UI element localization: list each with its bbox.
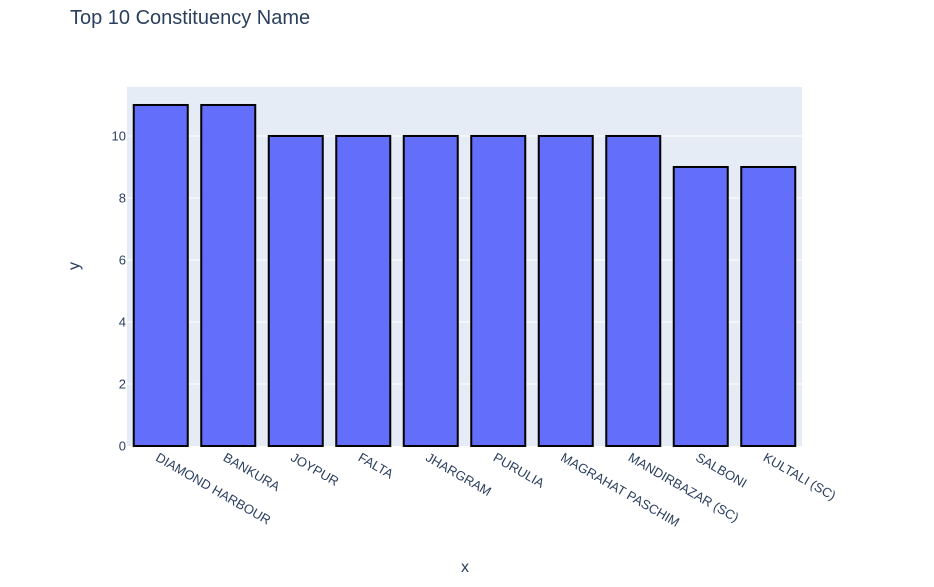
y-tick-label: 0 [119,439,126,454]
bar-salboni [672,165,729,447]
bar-jhargram [402,134,459,447]
bar-kultali-sc [740,165,797,447]
x-tick-label: JOYPUR [288,450,341,489]
x-tick-label: DIAMOND HARBOUR [153,450,273,528]
bar-joypur [267,134,324,447]
y-tick-label: 6 [119,252,126,267]
chart-title: Top 10 Constituency Name [70,7,310,29]
x-axis-title: x [461,559,469,576]
x-tick-label: KULTALI (SC) [761,450,839,504]
bar-purulia [470,134,527,447]
x-tick-label: MAGRAHAT PASCHIM [558,450,682,530]
x-tick-label: SALBONI [693,450,749,491]
y-tick-labels: 0 2 4 6 8 10 [112,128,126,453]
bar-diamond-harbour [132,103,189,448]
x-tick-label: MANDIRBAZAR (SC) [626,450,742,525]
y-tick-label: 4 [119,314,126,329]
y-tick-label: 8 [119,190,126,205]
bars [132,103,797,448]
y-tick-label: 2 [119,376,126,391]
bar-falta [335,134,392,447]
x-tick-label: PURULIA [491,450,548,491]
bar-mandirbazar-sc [605,134,662,447]
x-tick-label: BANKURA [221,450,283,495]
x-tick-label: JHARGRAM [423,450,494,499]
x-tick-label: FALTA [356,450,397,482]
y-axis-title: y [66,262,83,270]
bar-magrahat-paschim [537,134,594,447]
bar-bankura [200,103,257,448]
y-tick-label: 10 [112,128,126,143]
